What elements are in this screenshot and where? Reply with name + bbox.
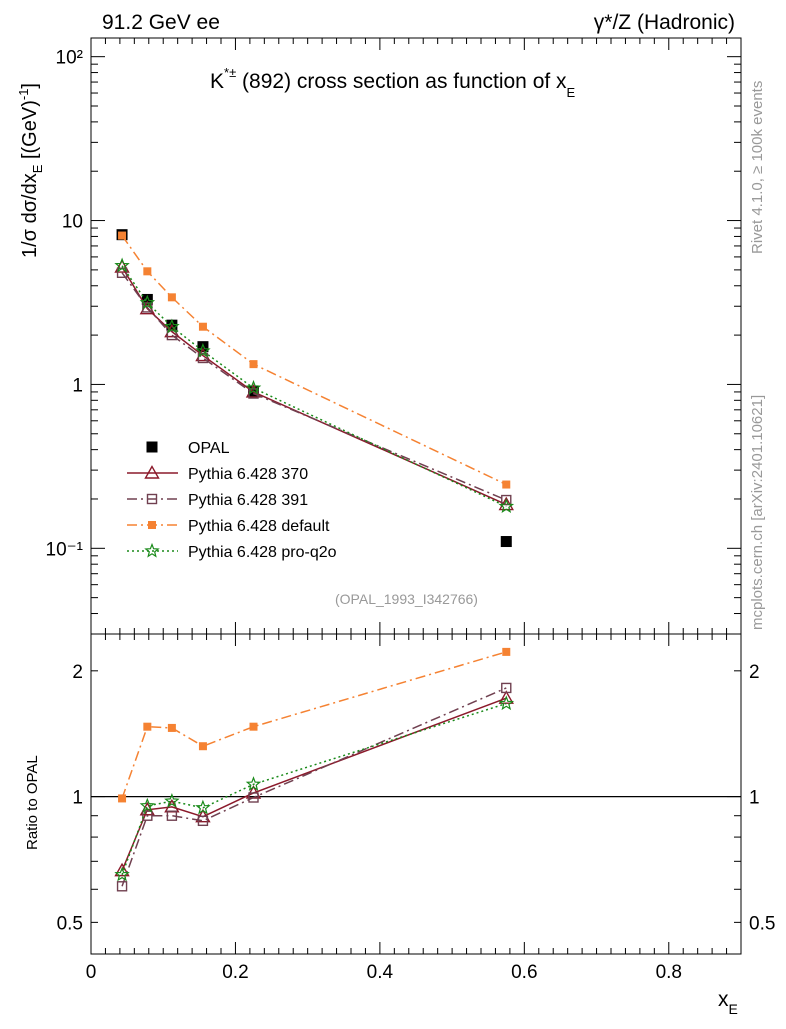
main-point-pythia-6-428-391 [248, 388, 259, 399]
main-point-pythia-6-428-pro-q2o [139, 294, 156, 310]
y-tick-label: 10² [56, 48, 83, 69]
main-series [114, 229, 515, 548]
x-axis-label: xE [718, 988, 738, 1017]
ratio-y-tick-label: 0.5 [57, 913, 83, 934]
ratio-y-tick-label-right: 2 [749, 662, 760, 683]
x-tick-label: 0.4 [367, 962, 394, 983]
ratio-line-pythia-6-428-pro-q2o [121, 702, 507, 876]
ratio-point-pythia-6-428-370 [498, 690, 514, 704]
main-line-pythia-6-428-default [121, 235, 507, 486]
legend-label-pythia-6-428-default: Pythia 6.428 default [188, 518, 330, 535]
ratio-y-tick-label: 1 [72, 788, 83, 809]
x-tick-label: 0.2 [222, 962, 248, 983]
mcplots-label: mcplots.cern.ch [arXiv:2401.10621] [749, 395, 766, 630]
main-point-pythia-6-428-default [249, 360, 258, 369]
main-axes: 10⁻¹ 1 10 10² [46, 38, 742, 635]
main-point-pythia-6-428-pro-q2o [245, 379, 262, 395]
main-point-opal [500, 536, 512, 548]
ratio-point-pythia-6-428-pro-q2o [498, 695, 515, 711]
main-line-pythia-6-428-391 [121, 272, 507, 501]
ratio-y-tick-label-right: 1 [749, 788, 760, 809]
ratio-line-pythia-6-428-370 [121, 697, 507, 871]
ratio-y-tick-label: 2 [72, 662, 83, 683]
main-point-pythia-6-428-391 [166, 329, 178, 341]
main-point-pythia-6-428-pro-q2o [114, 257, 130, 273]
main-point-pythia-6-428-pro-q2o [498, 498, 515, 514]
ratio-point-pythia-6-428-391 [248, 792, 259, 803]
main-point-opal [141, 293, 153, 305]
ratio-point-pythia-6-428-370 [114, 862, 130, 877]
ratio-point-pythia-6-428-default [118, 794, 127, 803]
ratio-point-pythia-6-428-default [198, 742, 207, 751]
rivet-version-label: Rivet 4.1.0, ≥ 100k events [749, 81, 766, 254]
legend: OPAL Pythia 6.428 370 Pythia 6.428 391 Pyth… [127, 440, 337, 561]
main-point-pythia-6-428-pro-q2o [195, 342, 211, 358]
ratio-point-pythia-6-428-default [167, 723, 176, 732]
ratio-point-pythia-6-428-pro-q2o [114, 866, 130, 882]
y-axis-label: 1/σ dσ/dxE [(GeV)-1] [16, 83, 45, 258]
ratio-point-pythia-6-428-391 [116, 881, 128, 892]
ratio-point-pythia-6-428-391 [501, 682, 512, 694]
legend-marker-pythia-6-428-370 [144, 465, 160, 479]
ratio-point-pythia-6-428-pro-q2o [245, 776, 262, 791]
legend-label-pythia-6-428-391: Pythia 6.428 391 [188, 492, 308, 509]
main-point-pythia-6-428-391 [501, 494, 512, 506]
ratio-panel-frame [90, 633, 742, 955]
ratio-point-pythia-6-428-pro-q2o [164, 793, 180, 808]
ratio-point-pythia-6-428-default [143, 722, 152, 731]
legend-marker-pythia-6-428-pro-q2o [144, 542, 160, 558]
x-tick-label: 0.8 [656, 962, 682, 983]
main-point-pythia-6-428-default [198, 322, 207, 331]
main-point-pythia-6-428-default [502, 480, 511, 489]
ratio-y-axis-label: Ratio to OPAL [24, 755, 41, 850]
y-tick-label: 10 [62, 212, 83, 233]
ratio-series [114, 647, 515, 892]
ratio-line-pythia-6-428-391 [121, 687, 507, 887]
legend-marker-pythia-6-428-default [148, 521, 156, 529]
main-point-opal [197, 341, 209, 353]
y-tick-label: 10⁻¹ [46, 539, 84, 560]
main-line-pythia-6-428-pro-q2o [121, 265, 507, 508]
legend-label-opal: OPAL [188, 440, 230, 457]
ratio-y-tick-label-right: 0.5 [749, 913, 775, 934]
main-point-pythia-6-428-pro-q2o [164, 318, 180, 334]
main-point-pythia-6-428-default [143, 267, 152, 276]
ratio-axes: 0 0.2 0.4 0.6 0.8 0.5 0.5 1 1 2 2 [57, 634, 775, 983]
main-point-pythia-6-428-default [167, 293, 176, 302]
ratio-point-pythia-6-428-default [502, 647, 511, 656]
legend-marker-pythia-6-428-391 [146, 493, 158, 505]
ratio-point-pythia-6-428-391 [197, 815, 209, 827]
ratio-point-pythia-6-428-391 [142, 810, 153, 821]
main-point-pythia-6-428-default [118, 231, 127, 240]
header-right: γ*/Z (Hadronic) [594, 11, 735, 34]
header-left: 91.2 GeV ee [102, 11, 220, 34]
x-tick-label: 0 [86, 962, 97, 983]
y-tick-label: 1 [72, 375, 83, 396]
ratio-point-pythia-6-428-default [249, 722, 258, 731]
legend-label-pythia-6-428-pro-q2o: Pythia 6.428 pro-q2o [188, 544, 337, 561]
ratio-point-pythia-6-428-pro-q2o [139, 797, 156, 813]
legend-marker-opal [146, 441, 158, 453]
analysis-annotation: (OPAL_1993_I342766) [335, 591, 478, 607]
ratio-line-pythia-6-428-default [121, 651, 507, 799]
x-tick-label: 0.6 [511, 962, 537, 983]
legend-label-pythia-6-428-370: Pythia 6.428 370 [188, 466, 308, 483]
chart-title: K*± (892) cross section as function of x… [210, 65, 576, 100]
main-line-pythia-6-428-370 [121, 266, 507, 506]
ratio-point-pythia-6-428-pro-q2o [195, 799, 211, 815]
ratio-point-pythia-6-428-391 [166, 810, 178, 821]
